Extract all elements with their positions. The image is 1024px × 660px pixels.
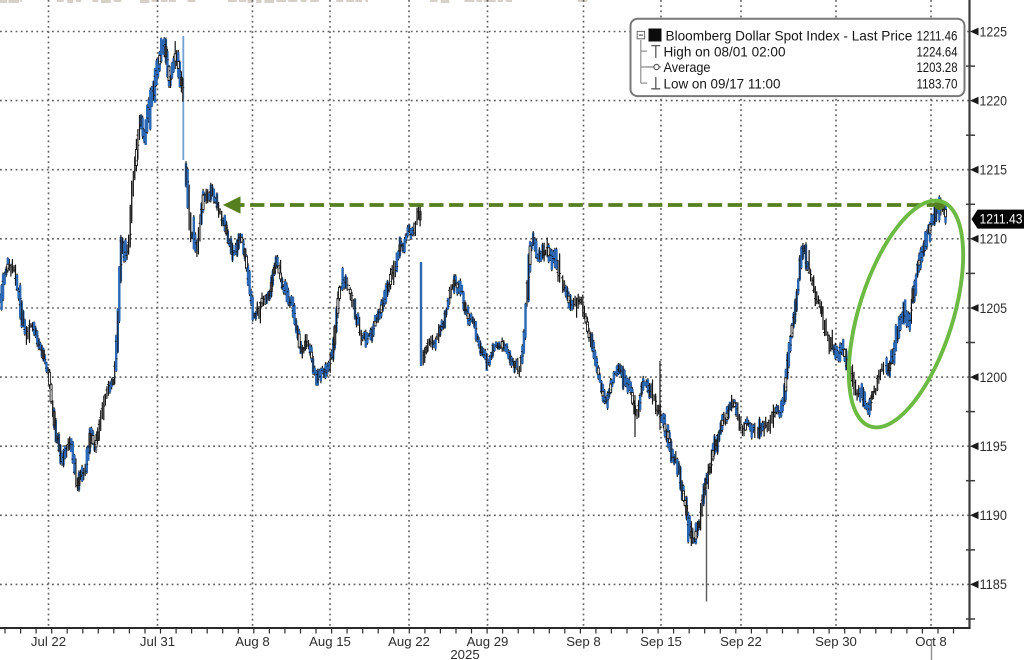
svg-text:1210: 1210 [980, 232, 1008, 247]
svg-text:1211.43: 1211.43 [980, 212, 1023, 227]
svg-text:Sep 30: Sep 30 [815, 634, 857, 649]
svg-text:1225: 1225 [980, 24, 1008, 39]
svg-text:Aug 29: Aug 29 [467, 634, 509, 649]
svg-text:1215: 1215 [980, 163, 1008, 178]
svg-text:Aug 15: Aug 15 [309, 634, 351, 649]
svg-text:Low on 09/17 11:00: Low on 09/17 11:00 [664, 75, 781, 91]
svg-text:1205: 1205 [980, 301, 1008, 316]
svg-text:High on 08/01 02:00: High on 08/01 02:00 [664, 43, 786, 59]
svg-text:1185: 1185 [980, 577, 1008, 592]
svg-text:Average: Average [664, 59, 711, 75]
svg-text:Jul 22: Jul 22 [31, 634, 66, 649]
svg-text:1224.64: 1224.64 [917, 43, 958, 59]
svg-text:1200: 1200 [980, 370, 1008, 385]
svg-text:Sep 8: Sep 8 [566, 634, 600, 649]
svg-text:Jul 31: Jul 31 [140, 634, 175, 649]
svg-text:Sep 22: Sep 22 [720, 634, 762, 649]
svg-text:1190: 1190 [980, 508, 1008, 523]
svg-text:Aug 22: Aug 22 [388, 634, 430, 649]
svg-text:1220: 1220 [980, 93, 1008, 108]
svg-text:1195: 1195 [980, 439, 1008, 454]
svg-text:Aug 8: Aug 8 [235, 634, 269, 649]
svg-text:1203.28: 1203.28 [917, 59, 958, 75]
svg-text:2025: 2025 [450, 647, 479, 660]
svg-text:1211.46: 1211.46 [917, 28, 958, 44]
svg-text:Sep 15: Sep 15 [640, 634, 682, 649]
svg-text:1183.70: 1183.70 [917, 75, 958, 91]
svg-text:Bloomberg Dollar Spot Index -: Bloomberg Dollar Spot Index - Last Price [666, 28, 913, 44]
